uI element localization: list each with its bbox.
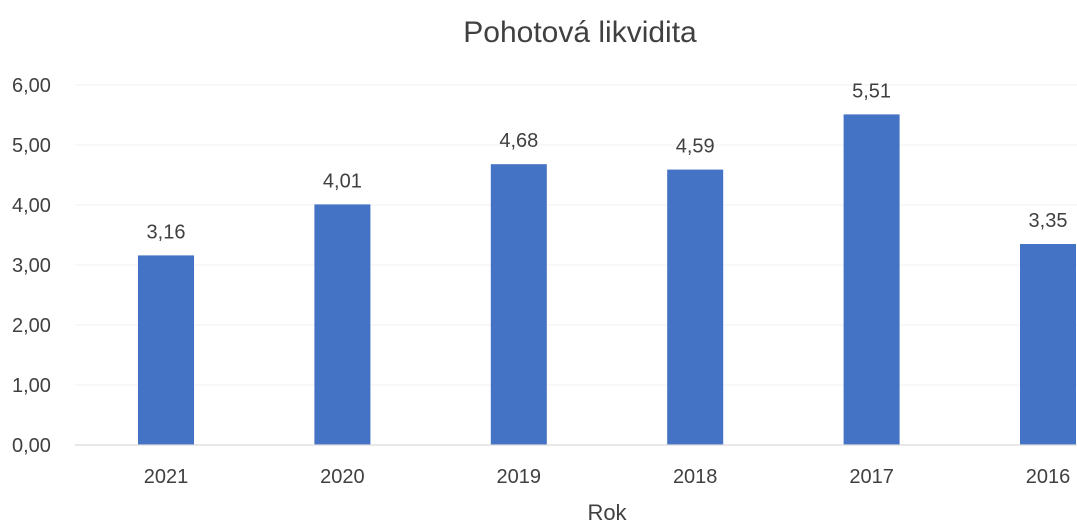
bar-2020	[314, 204, 371, 445]
data-label-2016: 3,35	[1029, 210, 1068, 232]
data-label-2018: 4,59	[676, 136, 715, 158]
y-tick-label: 3,00	[12, 255, 51, 277]
y-tick-label: 6,00	[12, 75, 51, 97]
bar-2016	[1020, 244, 1076, 445]
bar-2017	[843, 114, 900, 446]
x-tick-label-2018: 2018	[673, 466, 718, 488]
bar-2021	[138, 255, 194, 445]
y-tick-label: 1,00	[12, 375, 51, 397]
y-tick-label: 0,00	[12, 435, 51, 457]
bar-2018	[667, 169, 724, 445]
chart-title: Pohotová likvidita	[463, 16, 697, 49]
gridlines	[75, 84, 1077, 386]
y-tick-label: 5,00	[12, 135, 51, 157]
data-label-2019: 4,68	[499, 130, 538, 152]
data-label-2017: 5,51	[852, 80, 891, 102]
x-tick-label-2019: 2019	[497, 466, 542, 488]
x-tick-label-2021: 2021	[144, 466, 189, 488]
x-tick-label-2016: 2016	[1026, 466, 1071, 488]
x-axis-label: Rok	[587, 500, 627, 525]
data-labels: 3,16 4,01 4,68 4,59 5,51 3,35	[147, 80, 1068, 243]
y-axis: 0,00 1,00 2,00 3,00 4,00 5,00 6,00	[12, 75, 51, 457]
x-tick-label-2017: 2017	[849, 466, 894, 488]
y-tick-label: 2,00	[12, 315, 51, 337]
y-tick-label: 4,00	[12, 195, 51, 217]
data-label-2020: 4,01	[323, 170, 362, 192]
data-label-2021: 3,16	[147, 221, 186, 243]
x-tick-label-2020: 2020	[320, 466, 365, 488]
bar-2019	[490, 164, 547, 445]
bars	[138, 114, 1076, 446]
x-axis: 2021 2020 2019 2018 2017 2016	[144, 466, 1071, 488]
